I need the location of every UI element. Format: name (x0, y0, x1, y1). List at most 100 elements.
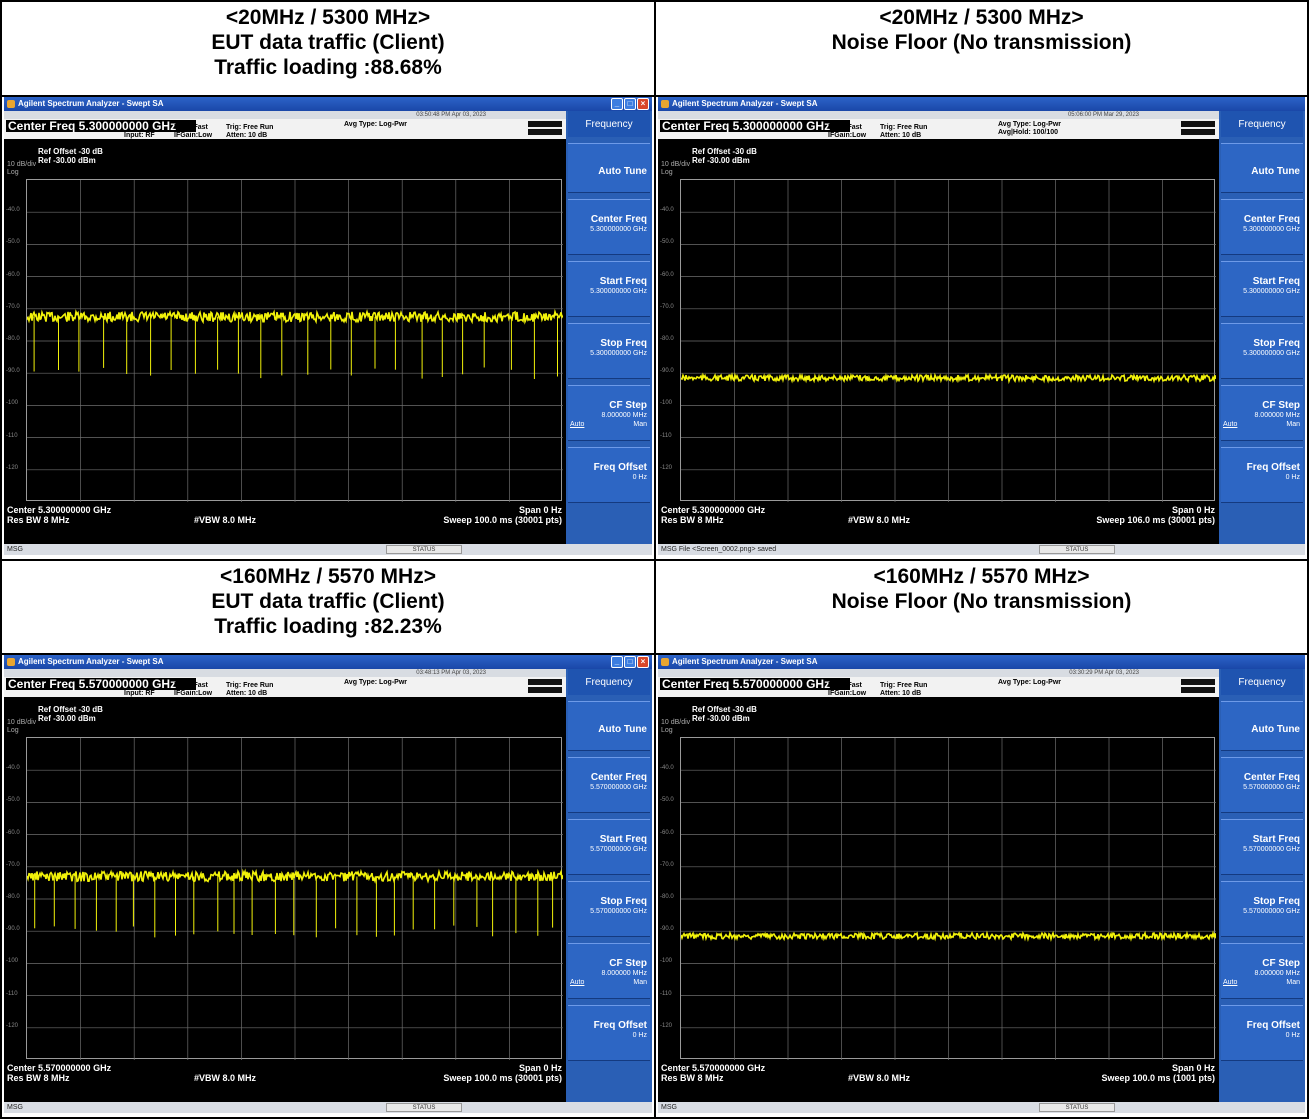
stop-freq-softkey[interactable]: Stop Freq 5.570000000 GHz (568, 881, 650, 937)
sweep-readout: Sweep 106.0 ms (30001 pts) (1096, 515, 1215, 525)
softkey-value: 5.570000000 GHz (1243, 908, 1300, 915)
message-bar: MSG (4, 544, 652, 555)
y-tick-label: -70.0 (660, 861, 674, 868)
status-row: 05:06:00 PM Mar 29, 2023 (658, 111, 1219, 119)
scale-log: Log (661, 169, 673, 176)
man-option[interactable]: Man (633, 421, 647, 428)
maximize-button[interactable]: □ (624, 98, 636, 110)
title-line: Traffic loading :82.23% (214, 615, 442, 638)
center-freq-softkey[interactable]: Center Freq 5.570000000 GHz (568, 757, 650, 813)
res-bw-readout: Res BW 8 MHz (661, 515, 724, 525)
freq-offset-softkey[interactable]: Freq Offset 0 Hz (1221, 447, 1303, 503)
status-button[interactable]: STATUS (1039, 1103, 1115, 1112)
minimize-button[interactable]: _ (611, 98, 623, 110)
softkey-value: 5.300000000 GHz (1243, 350, 1300, 357)
softkey-value: 5.300000000 GHz (1243, 226, 1300, 233)
y-tick-label: -50.0 (6, 239, 20, 246)
softkey-label: Frequency (585, 119, 633, 130)
status-button[interactable]: STATUS (1039, 545, 1115, 554)
softkey-label: Auto Tune (1251, 166, 1300, 177)
auto-man-toggle[interactable]: Auto Man (568, 420, 647, 429)
window-title-bar: Agilent Spectrum Analyzer - Swept SA (658, 97, 1305, 111)
auto-option[interactable]: Auto (570, 421, 585, 428)
softkey-value: 5.300000000 GHz (1243, 288, 1300, 295)
res-bw-readout: Res BW 8 MHz (7, 515, 70, 525)
stop-freq-softkey[interactable]: Stop Freq 5.570000000 GHz (1221, 881, 1303, 937)
auto-tune-softkey[interactable]: Auto Tune (1221, 701, 1303, 751)
auto-man-toggle[interactable]: Auto Man (568, 978, 647, 987)
window-title: Agilent Spectrum Analyzer - Swept SA (18, 657, 164, 666)
start-freq-softkey[interactable]: Start Freq 5.300000000 GHz (568, 261, 650, 317)
ref-offset: Ref Offset -30 dB (692, 705, 757, 714)
softkey-value: 0 Hz (1285, 474, 1300, 481)
man-option[interactable]: Man (633, 979, 647, 986)
res-bw-readout: Res BW 8 MHz (661, 1073, 724, 1083)
softkey-label: Start Freq (1252, 834, 1300, 845)
auto-tune-softkey[interactable]: Auto Tune (568, 143, 650, 193)
auto-tune-softkey[interactable]: Auto Tune (568, 701, 650, 751)
softkey-value: 5.570000000 GHz (590, 908, 647, 915)
start-freq-softkey[interactable]: Start Freq 5.570000000 GHz (568, 819, 650, 875)
panel-title-2: <20MHz / 5300 MHz> Noise Floor (No transm… (656, 2, 1307, 55)
softkey-label: Auto Tune (598, 166, 647, 177)
scale-div: 10 dB/div (7, 161, 37, 168)
center-freq-softkey[interactable]: Center Freq 5.300000000 GHz (1221, 199, 1303, 255)
sweep-readout: Sweep 100.0 ms (30001 pts) (443, 1073, 562, 1083)
stop-freq-softkey[interactable]: Stop Freq 5.300000000 GHz (568, 323, 650, 379)
softkey-label: Stop Freq (600, 338, 647, 349)
avg-type-label: Avg Type: Log-Pwr (998, 679, 1061, 686)
cf-step-softkey[interactable]: CF Step 8.000000 MHz Auto Man (1221, 385, 1303, 441)
maximize-button[interactable]: □ (624, 656, 636, 668)
status-row: 03:50:48 PM Apr 03, 2023 (4, 111, 566, 119)
cf-step-softkey[interactable]: CF Step 8.000000 MHz Auto Man (568, 385, 650, 441)
man-option[interactable]: Man (1286, 979, 1300, 986)
auto-option[interactable]: Auto (1223, 979, 1238, 986)
stop-freq-softkey[interactable]: Stop Freq 5.300000000 GHz (1221, 323, 1303, 379)
trace-line (681, 930, 1216, 943)
y-tick-label: -110 (660, 432, 672, 439)
softkey-label: Auto Tune (598, 724, 647, 735)
scale-div: 10 dB/div (661, 719, 691, 726)
freq-offset-softkey[interactable]: Freq Offset 0 Hz (568, 1005, 650, 1061)
softkey-label: Start Freq (599, 834, 647, 845)
softkey-label: Freq Offset (593, 1020, 647, 1031)
softkey-value: 8.000000 MHz (601, 412, 647, 419)
softkey-value: 0 Hz (1285, 1032, 1300, 1039)
start-freq-softkey[interactable]: Start Freq 5.300000000 GHz (1221, 261, 1303, 317)
auto-option[interactable]: Auto (1223, 421, 1238, 428)
auto-man-toggle[interactable]: Auto Man (1221, 978, 1300, 987)
status-button[interactable]: STATUS (386, 1103, 462, 1112)
auto-option[interactable]: Auto (570, 979, 585, 986)
auto-man-toggle[interactable]: Auto Man (1221, 420, 1300, 429)
title-line: <20MHz / 5300 MHz> (879, 6, 1084, 29)
start-freq-softkey[interactable]: Start Freq 5.570000000 GHz (1221, 819, 1303, 875)
ref-level: Ref -30.00 dBm (692, 156, 750, 165)
trace-line (27, 308, 563, 325)
window-controls: _ □ × (611, 98, 649, 110)
avg-hold-label: Avg|Hold: 100/100 (998, 129, 1059, 136)
scale-div: 10 dB/div (7, 719, 37, 726)
center-freq-softkey[interactable]: Center Freq 5.570000000 GHz (1221, 757, 1303, 813)
cf-step-softkey[interactable]: CF Step 8.000000 MHz Auto Man (1221, 943, 1303, 999)
y-tick-label: -80.0 (660, 336, 674, 342)
avg-type-label: Avg Type: Log-Pwr (998, 121, 1061, 128)
window-title-bar: Agilent Spectrum Analyzer - Swept SA _ □ × (4, 97, 652, 111)
minimize-button[interactable]: _ (611, 656, 623, 668)
auto-tune-softkey[interactable]: Auto Tune (1221, 143, 1303, 193)
freq-offset-softkey[interactable]: Freq Offset 0 Hz (1221, 1005, 1303, 1061)
app-icon (661, 100, 669, 108)
panel-title-3: <160MHz / 5570 MHz> EUT data traffic (Cli… (2, 561, 654, 639)
vbw-readout: #VBW 8.0 MHz (848, 1073, 911, 1083)
man-option[interactable]: Man (1286, 421, 1300, 428)
close-button[interactable]: × (637, 98, 649, 110)
y-tick-label: -50.0 (660, 797, 674, 804)
center-freq-softkey[interactable]: Center Freq 5.300000000 GHz (568, 199, 650, 255)
y-tick-label: -110 (6, 432, 18, 439)
freq-offset-softkey[interactable]: Freq Offset 0 Hz (568, 447, 650, 503)
close-button[interactable]: × (637, 656, 649, 668)
trace-indicator (528, 679, 562, 685)
softkey-label: Freq Offset (593, 462, 647, 473)
status-button[interactable]: STATUS (386, 545, 462, 554)
cf-step-softkey[interactable]: CF Step 8.000000 MHz Auto Man (568, 943, 650, 999)
y-tick-label: -120 (660, 1022, 673, 1029)
